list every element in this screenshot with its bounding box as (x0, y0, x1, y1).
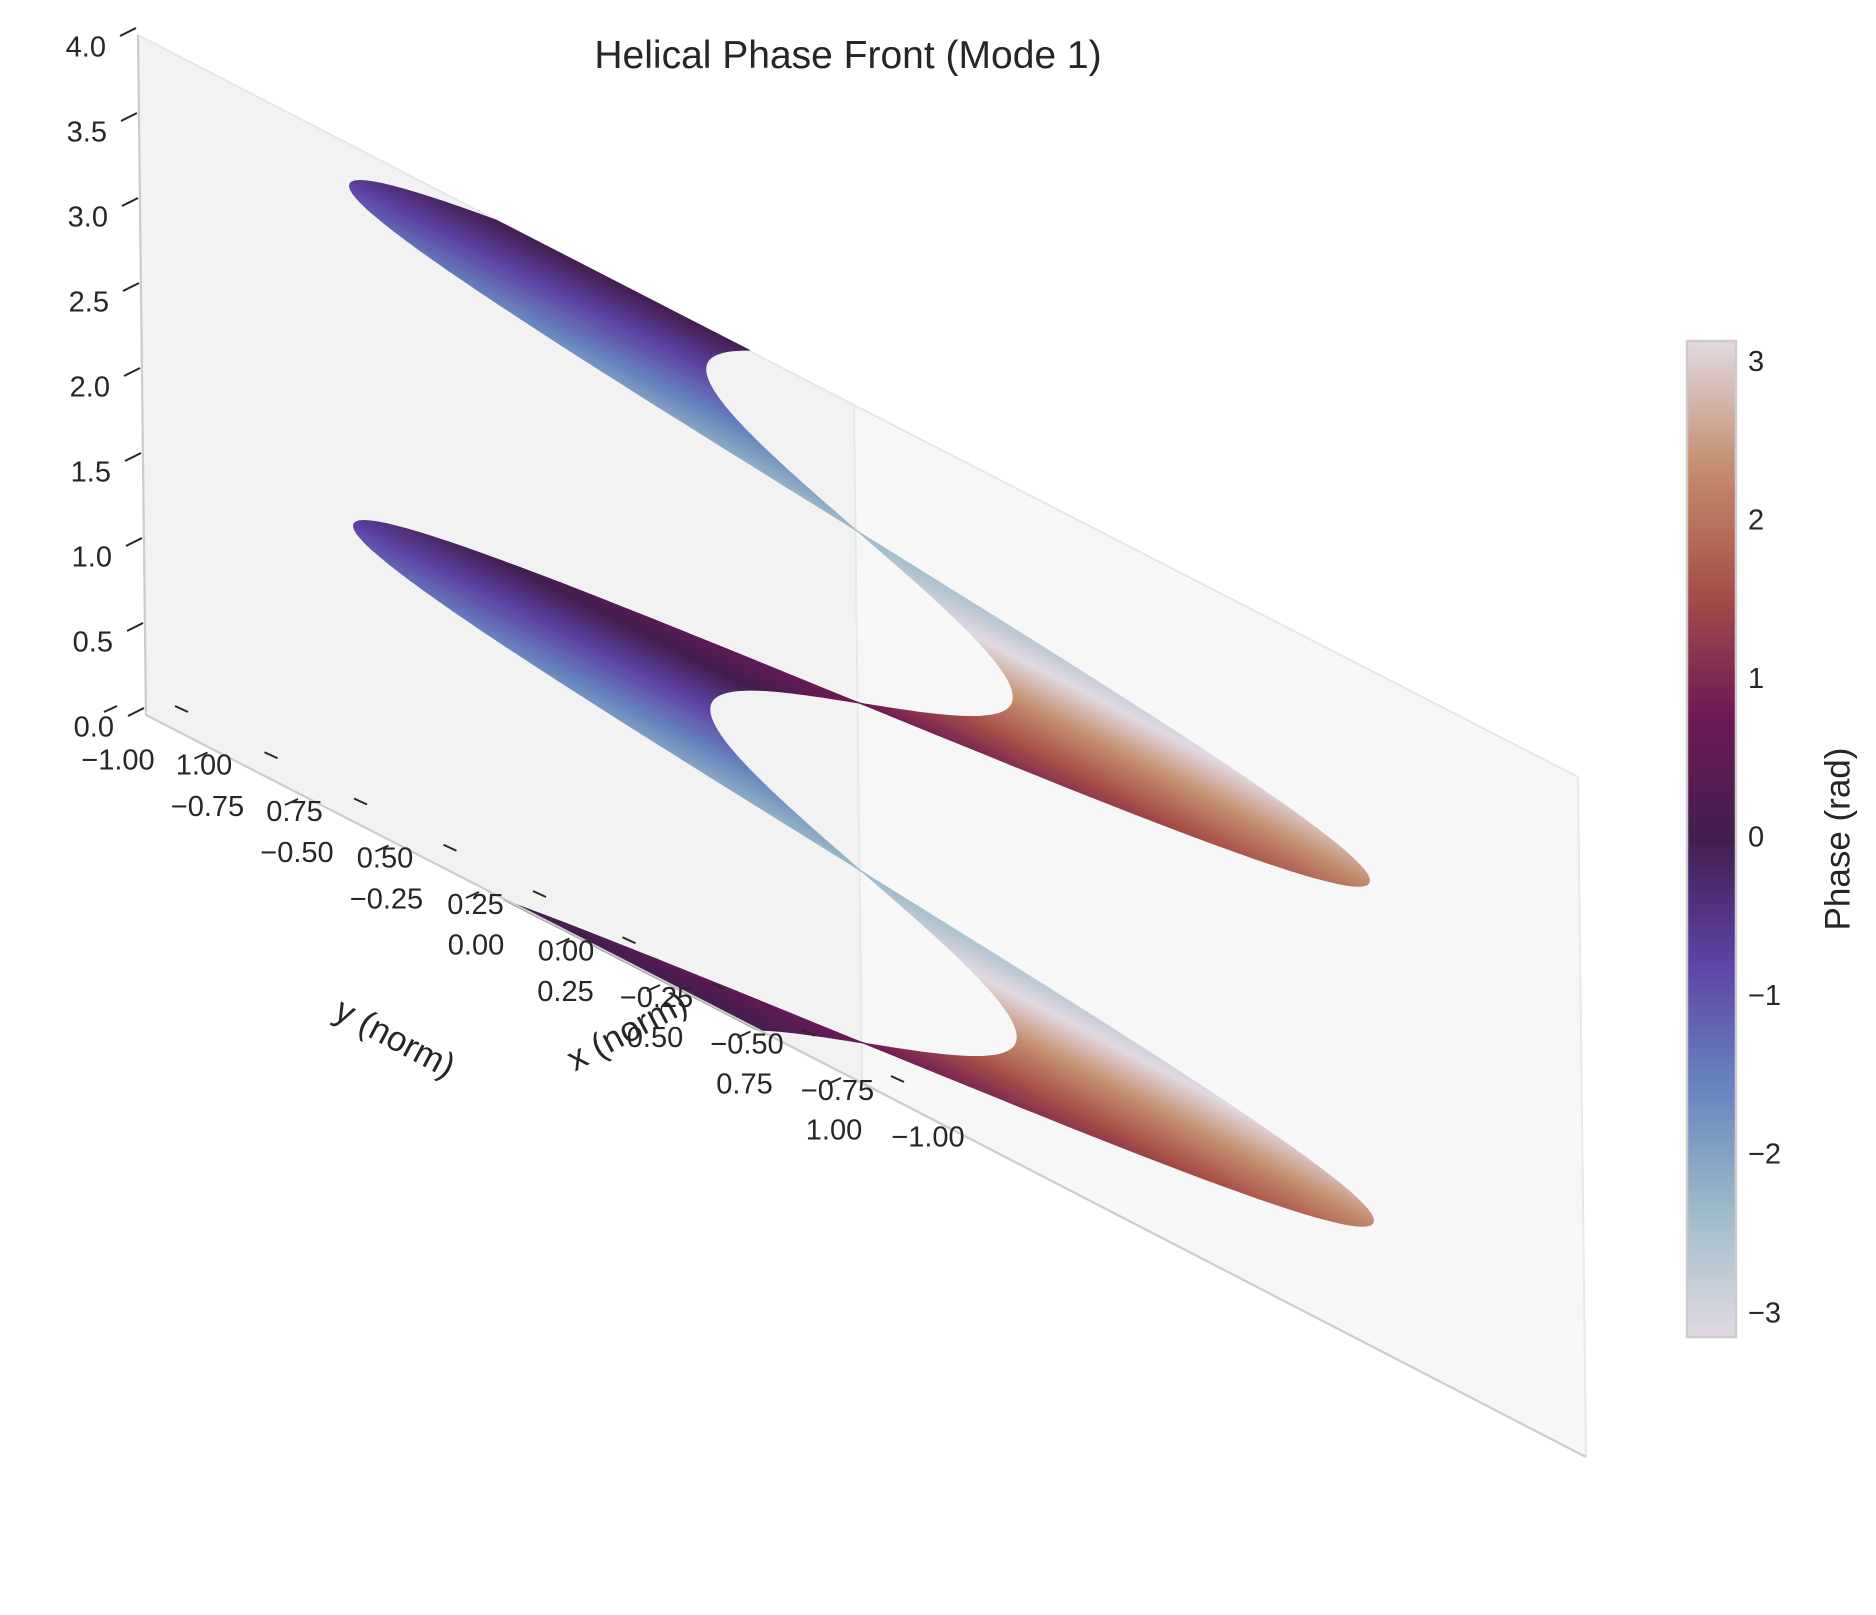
y-tick-label: 0.50 (627, 1022, 683, 1054)
colorbar-tick-label: 3 (1748, 346, 1764, 378)
tick-mark (646, 984, 661, 992)
y-tick-label: 0.00 (448, 930, 504, 962)
back-corner-edge (853, 404, 863, 1086)
z-axis-line (136, 34, 148, 716)
tick-mark (174, 705, 189, 713)
tick-mark (353, 797, 368, 806)
colorbar: −3 −2 −1 0 1 2 3 Phase (rad) (1685, 339, 1857, 1339)
colorbar-gradient (1685, 339, 1738, 1339)
tick-mark (556, 937, 570, 946)
tick-mark (801, 1028, 815, 1037)
x-axis-line (869, 1086, 1587, 1458)
x-tick-label: −0.50 (710, 1029, 783, 1061)
colorbar-tick-label: −2 (1748, 1139, 1781, 1171)
colorbar-tick-label: 1 (1748, 663, 1764, 695)
tick-mark (827, 1077, 842, 1085)
z-tick-label: 2.5 (69, 287, 109, 319)
back-right-pane (854, 405, 1586, 1457)
z-tick-label: 3.0 (68, 202, 108, 234)
axis-panes (137, 34, 1587, 1458)
tick-mark (119, 27, 137, 37)
y-tick-label: −0.50 (260, 837, 333, 869)
y-axis-title: y (norm) (328, 990, 461, 1086)
y-tick-label: −1.00 (81, 745, 154, 777)
colorbar-tick-label: 0 (1748, 822, 1764, 854)
tick-mark (103, 705, 118, 713)
x-tick-label: 0.25 (447, 889, 503, 921)
tick-mark (737, 1030, 751, 1039)
y-tick-label: −0.25 (350, 883, 423, 915)
z-tick-label: 0.5 (73, 627, 113, 659)
z-tick-label: 2.0 (70, 372, 110, 404)
x-tick-label: −0.75 (801, 1075, 874, 1107)
tick-mark (124, 452, 142, 462)
tick-mark (284, 798, 299, 806)
tick-mark (120, 112, 138, 122)
colorbar-tick-label: −1 (1748, 980, 1781, 1012)
x-tick-label: 1.00 (176, 750, 232, 782)
z-tick-label: 1.5 (71, 457, 111, 489)
x-tick-label: 0.75 (266, 796, 322, 828)
tick-mark (890, 1075, 905, 1083)
tick-mark (532, 890, 547, 898)
z-tick-label: 4.0 (66, 32, 106, 64)
surface-patch (786, 824, 818, 844)
x-tick-label: 0.00 (538, 936, 594, 968)
y-tick-label: 1.00 (806, 1115, 862, 1147)
tick-mark (194, 751, 208, 760)
tick-mark (264, 751, 278, 760)
tick-mark (122, 282, 140, 292)
right-wall-edge (1577, 776, 1587, 1458)
y-axis-line (145, 714, 871, 1088)
surface-patch (782, 484, 814, 504)
tick-mark (127, 707, 145, 717)
y-tick-label: 0.25 (537, 976, 593, 1008)
tick-mark (465, 891, 480, 899)
z-tick-label: 1.0 (72, 542, 112, 574)
tick-mark (443, 843, 457, 852)
y-tick-label: −0.75 (171, 791, 244, 823)
colorbar-tick-label: −3 (1748, 1297, 1781, 1329)
y-tick-label: 0.75 (716, 1068, 772, 1100)
tick-mark (375, 844, 389, 853)
tick-mark (126, 622, 144, 632)
tick-mark (123, 367, 141, 377)
top-right-edge (853, 404, 1579, 778)
tick-mark (711, 982, 726, 991)
tick-mark (121, 197, 139, 207)
colorbar-tick-label: 2 (1748, 505, 1764, 537)
tick-mark (622, 936, 636, 945)
colorbar-label: Phase (rad) (1818, 748, 1857, 931)
x-tick-label: 0.50 (357, 843, 413, 875)
x-tick-label: −1.00 (891, 1122, 964, 1154)
z-tick-label: 0.0 (74, 712, 114, 744)
z-tick-label: 3.5 (67, 117, 107, 149)
chart-title: Helical Phase Front (Mode 1) (594, 34, 1101, 77)
x-tick-label: −0.25 (620, 982, 693, 1014)
tick-mark (125, 537, 143, 547)
